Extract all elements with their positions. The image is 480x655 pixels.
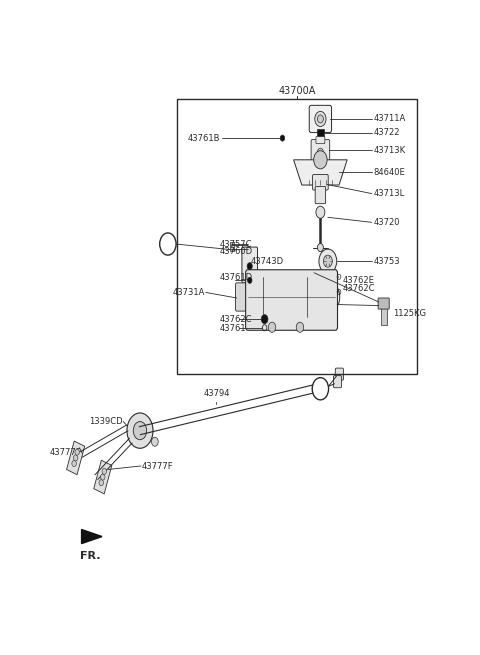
FancyBboxPatch shape (242, 247, 258, 283)
Text: 43743D: 43743D (251, 257, 284, 266)
Circle shape (127, 413, 153, 448)
Circle shape (133, 422, 147, 440)
Circle shape (315, 111, 326, 126)
Text: 43760D: 43760D (219, 247, 252, 256)
Bar (230, 242, 234, 251)
Circle shape (324, 255, 332, 267)
Text: 43777F: 43777F (50, 448, 82, 457)
Circle shape (73, 455, 78, 461)
Text: 43713K: 43713K (373, 145, 406, 155)
FancyBboxPatch shape (316, 137, 325, 143)
Circle shape (152, 437, 158, 446)
Text: FR.: FR. (80, 551, 100, 561)
Polygon shape (67, 441, 84, 475)
FancyBboxPatch shape (378, 298, 389, 309)
Text: 43762C: 43762C (343, 284, 375, 293)
Circle shape (160, 233, 176, 255)
Circle shape (261, 314, 268, 324)
Text: A: A (164, 240, 171, 248)
Text: 43700A: 43700A (279, 86, 316, 96)
Circle shape (100, 474, 105, 480)
Circle shape (268, 322, 276, 332)
Text: 43757C: 43757C (219, 240, 252, 248)
FancyBboxPatch shape (312, 174, 328, 190)
Circle shape (75, 449, 79, 455)
Text: 43762C: 43762C (219, 314, 252, 324)
FancyBboxPatch shape (246, 270, 337, 330)
Text: 43720: 43720 (373, 218, 400, 227)
FancyBboxPatch shape (309, 105, 332, 132)
Text: 43722: 43722 (373, 128, 400, 137)
Circle shape (280, 135, 285, 141)
Circle shape (296, 322, 304, 332)
Polygon shape (82, 529, 102, 544)
Text: 43777F: 43777F (142, 462, 173, 472)
Bar (317, 128, 324, 137)
Circle shape (317, 115, 324, 123)
Circle shape (316, 206, 325, 218)
Bar (381, 308, 386, 326)
Text: 43762E: 43762E (343, 276, 374, 285)
Circle shape (102, 468, 107, 474)
Circle shape (317, 244, 324, 252)
Text: 1339CD: 1339CD (89, 417, 122, 426)
Circle shape (72, 460, 76, 466)
Text: 1125KG: 1125KG (393, 309, 426, 318)
FancyBboxPatch shape (311, 140, 330, 161)
Polygon shape (294, 160, 347, 185)
Text: 43731A: 43731A (173, 288, 205, 297)
FancyBboxPatch shape (335, 368, 344, 380)
FancyBboxPatch shape (315, 187, 325, 204)
Circle shape (317, 148, 324, 157)
Circle shape (319, 249, 337, 273)
Circle shape (247, 263, 252, 270)
Circle shape (99, 479, 104, 486)
Text: 43761B: 43761B (188, 134, 220, 143)
Text: 43794: 43794 (203, 389, 230, 398)
Text: 43713L: 43713L (373, 189, 405, 198)
Text: 43711A: 43711A (373, 115, 406, 123)
FancyBboxPatch shape (334, 376, 342, 388)
Text: 43753: 43753 (373, 257, 400, 266)
Text: A: A (317, 384, 324, 393)
Text: 43761D: 43761D (219, 273, 252, 282)
Text: 43761: 43761 (219, 324, 246, 333)
Text: 84640E: 84640E (373, 168, 405, 177)
Circle shape (312, 378, 329, 400)
Bar (177, 99, 417, 373)
Circle shape (314, 151, 327, 169)
Polygon shape (94, 460, 112, 494)
FancyBboxPatch shape (236, 283, 251, 311)
Circle shape (248, 277, 252, 284)
